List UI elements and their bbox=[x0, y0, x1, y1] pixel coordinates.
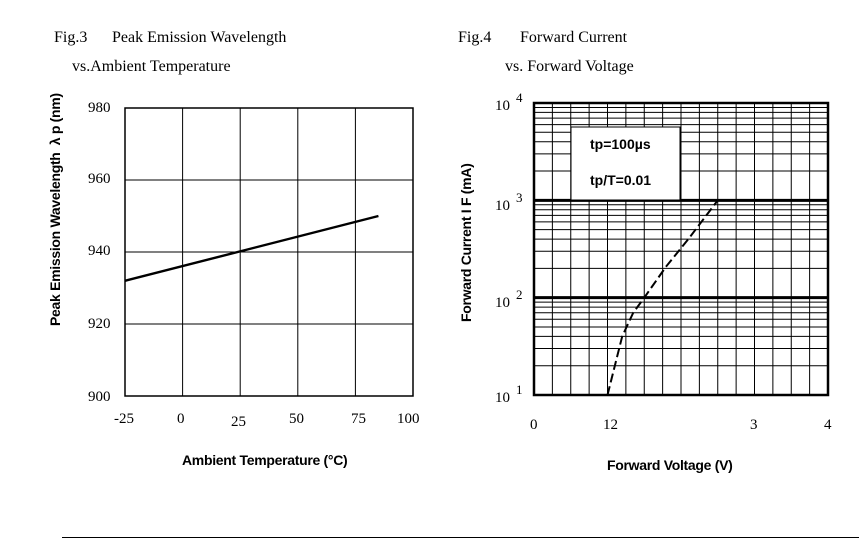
fig3-ytick-label: 980 bbox=[88, 100, 111, 116]
fig4-ytick-label: 10 bbox=[495, 198, 510, 214]
fig4-annotation-pulse-width: tp=100µs bbox=[590, 136, 651, 152]
fig4-y-axis-label: Forward Current I F (mA) bbox=[458, 163, 474, 322]
fig4-ytick-exponent: 4 bbox=[516, 90, 523, 105]
fig4-xtick-label: 4 bbox=[824, 417, 832, 433]
fig4-xtick-label: 0 bbox=[530, 417, 538, 433]
fig4-caption-subtitle: vs. Forward Voltage bbox=[505, 58, 634, 75]
fig4-ytick-label: 10 bbox=[495, 295, 510, 311]
fig3-ytick-label: 920 bbox=[88, 316, 111, 332]
fig4-ytick-label: 10 bbox=[495, 390, 510, 406]
fig3-ytick-label: 960 bbox=[88, 171, 111, 187]
fig3-plot-frame bbox=[124, 107, 414, 397]
fig4-annotation-box bbox=[570, 126, 681, 201]
fig4-ytick-exponent: 2 bbox=[516, 287, 523, 302]
fig3-x-axis-label: Ambient Temperature (°C) bbox=[182, 452, 348, 468]
fig3-xtick-label: 0 bbox=[177, 411, 185, 427]
fig4-series-line bbox=[606, 199, 719, 396]
fig3-caption-number: Fig.3 bbox=[54, 29, 88, 46]
fig3-ytick-label: 940 bbox=[88, 243, 111, 259]
fig3-ytick-label: 900 bbox=[88, 389, 111, 405]
fig4-ytick-label: 10 bbox=[495, 98, 510, 114]
fig3-caption-subtitle: vs.Ambient Temperature bbox=[72, 58, 231, 75]
fig3-xtick-label: 25 bbox=[231, 414, 246, 430]
fig4-caption-number: Fig.4 bbox=[458, 29, 492, 46]
fig3-series-line bbox=[124, 214, 379, 282]
fig4-xtick-label: 12 bbox=[603, 417, 618, 433]
fig4-caption-title: Forward Current bbox=[520, 29, 628, 46]
fig3-xtick-label: 75 bbox=[351, 411, 366, 427]
fig3-caption-title: Peak Emission Wavelength bbox=[112, 29, 287, 46]
fig4-ytick-exponent: 3 bbox=[516, 190, 523, 205]
fig3-xtick-label: -25 bbox=[114, 411, 134, 427]
fig4-plot-frame bbox=[532, 101, 830, 397]
fig4-annotation-duty-cycle: tp/T=0.01 bbox=[590, 172, 652, 188]
fig4-xtick-label: 3 bbox=[750, 417, 758, 433]
fig3-xtick-label: 100 bbox=[397, 411, 420, 427]
fig3-xtick-label: 50 bbox=[289, 411, 304, 427]
fig4-x-axis-label: Forward Voltage (V) bbox=[607, 457, 733, 473]
bottom-rule bbox=[62, 537, 859, 538]
fig4-ytick-exponent: 1 bbox=[516, 382, 523, 397]
